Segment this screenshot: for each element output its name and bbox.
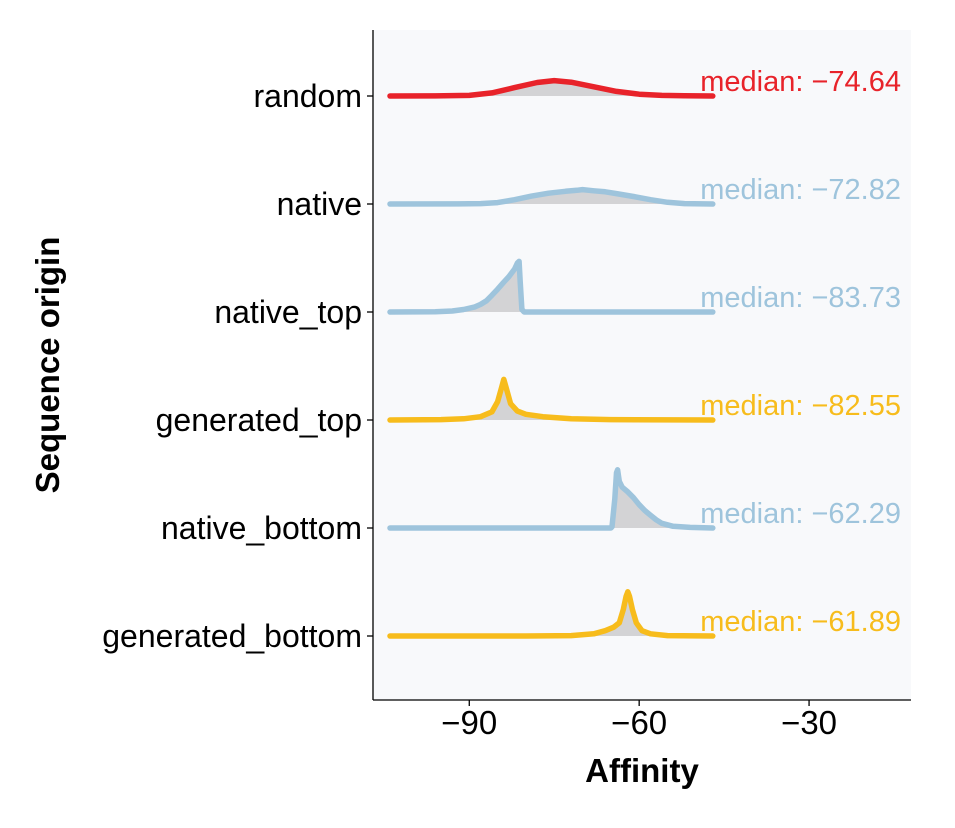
median-label-generated_bottom: median: −61.89: [700, 606, 901, 638]
x-axis: −90 −60 −30: [373, 699, 911, 741]
x-axis-title: Affinity: [585, 752, 699, 789]
y-axis-title: Sequence origin: [29, 237, 66, 494]
y-axis: random native native_top generated_topnativ…: [102, 30, 374, 700]
density-line-random: [387, 77, 716, 99]
median-label-generated_top: median: −82.55: [700, 390, 901, 422]
y-tick-label-native_bottom: native_bottom: [161, 510, 362, 546]
density-line-native: [387, 186, 716, 207]
density-line-native_bottom: [387, 467, 716, 531]
density-fill-native: [390, 189, 713, 204]
x-tick-label-2: −30: [781, 704, 837, 741]
density-fill-native_bottom: [390, 469, 713, 528]
ridge-generated_bottom: median: −61.89: [387, 589, 901, 639]
y-tick-label-native_top: native_top: [214, 294, 362, 330]
median-label-native_top: median: −83.73: [700, 282, 901, 314]
y-tick-label-generated_top: generated_top: [156, 402, 362, 438]
density-line-generated_top: [387, 376, 716, 423]
y-tick-label-native: native: [277, 186, 362, 222]
x-tick-label-1: −60: [611, 704, 667, 741]
y-tick-label-generated_bottom: generated_bottom: [102, 618, 362, 654]
y-tick-label-random: random: [254, 78, 363, 114]
ridges: median: −74.64 median: −72.82 median: −83.…: [387, 66, 901, 639]
ridge-random: median: −74.64: [387, 66, 901, 99]
ridge-native_top: median: −83.73: [387, 258, 901, 315]
ridge-generated_top: median: −82.55: [387, 376, 901, 423]
density-fill-random: [390, 80, 713, 96]
x-tick-label-0: −90: [441, 704, 497, 741]
median-label-native: median: −72.82: [700, 174, 901, 206]
density-fill-generated_bottom: [390, 591, 713, 636]
median-label-native_bottom: median: −62.29: [700, 498, 901, 530]
median-label-random: median: −74.64: [700, 66, 901, 98]
density-line-native_top: [387, 258, 716, 315]
plot-background: [373, 30, 911, 700]
ridge-native: median: −72.82: [387, 174, 901, 207]
density-line-generated_bottom: [387, 589, 716, 639]
ridge-native_bottom: median: −62.29: [387, 467, 901, 531]
